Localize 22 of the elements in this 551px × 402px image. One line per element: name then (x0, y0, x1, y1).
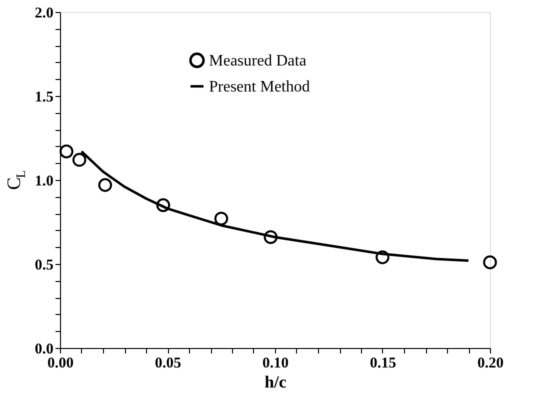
x-tick-label: 0.20 (477, 356, 504, 372)
y-tick-label: 1.5 (34, 90, 54, 106)
x-tick-label: 0.05 (154, 356, 182, 372)
point (72, 152, 86, 167)
x-tick-label: 0.15 (370, 356, 396, 372)
y-tick-label: 1.0 (34, 174, 54, 190)
legend-label: Present Method (209, 78, 310, 96)
point (483, 255, 497, 270)
x-tick-label: 0.10 (262, 356, 289, 372)
x-tick-label: 0.00 (47, 356, 74, 372)
y-axis-title: CL (4, 170, 28, 190)
y-tick-label: 0.0 (34, 342, 54, 358)
point (60, 144, 74, 158)
legend-label: Measured Data (209, 52, 306, 70)
point (98, 178, 112, 192)
x-axis-title: h/c (264, 372, 287, 392)
point (214, 212, 228, 226)
point (156, 198, 170, 212)
y-tick-label: 2.0 (34, 6, 54, 22)
y-tick-label: 0.5 (34, 258, 54, 274)
point (264, 230, 278, 244)
point (376, 250, 390, 264)
